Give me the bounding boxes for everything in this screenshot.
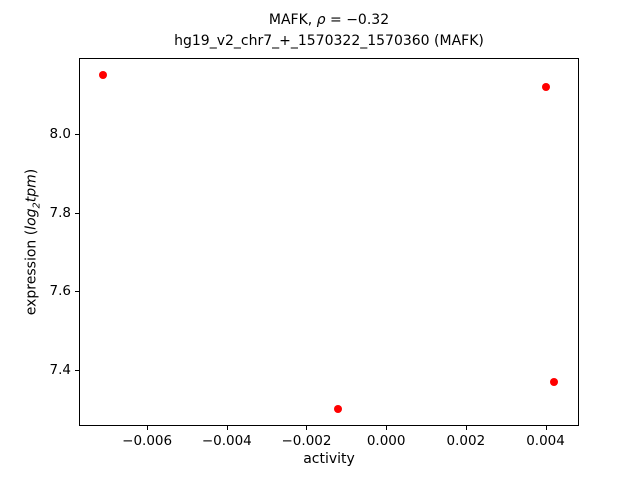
- chart-title-line2: hg19_v2_chr7_+_1570322_1570360 (MAFK): [174, 33, 484, 49]
- y-tick-label: 7.8: [49, 204, 71, 221]
- x-tick-mark: [545, 426, 547, 430]
- x-tick-mark: [465, 426, 467, 430]
- x-axis-label: activity: [303, 451, 355, 467]
- data-point: [334, 405, 343, 414]
- data-point: [99, 71, 108, 80]
- y-label-tpm: tpm: [23, 174, 40, 203]
- x-tick-label: 0.002: [446, 433, 486, 449]
- x-tick-mark: [226, 426, 228, 430]
- y-tick-mark: [75, 134, 79, 136]
- y-tick-mark: [75, 212, 79, 214]
- y-tick-label: 8.0: [49, 126, 71, 143]
- rho-symbol: ρ: [316, 12, 326, 28]
- y-label-prefix: expression (: [23, 229, 40, 316]
- y-tick-mark: [75, 291, 79, 293]
- x-tick-mark: [306, 426, 308, 430]
- y-axis-label: expression (log2tpm): [24, 169, 43, 316]
- data-point: [549, 377, 558, 386]
- y-tick-mark: [75, 369, 79, 371]
- title-correlation-value: = −0.32: [325, 12, 390, 28]
- x-tick-label: −0.002: [281, 433, 332, 449]
- data-point: [541, 83, 550, 92]
- axes-frame: [79, 58, 579, 426]
- chart-title-line1: MAFK, ρ = −0.32: [79, 10, 579, 31]
- y-label-log-base: 2: [31, 202, 43, 209]
- x-tick-label: 0.000: [366, 433, 406, 449]
- y-label-suffix: ): [23, 168, 40, 175]
- chart-title: MAFK, ρ = −0.32 hg19_v2_chr7_+_1570322_1…: [79, 10, 579, 52]
- x-tick-mark: [147, 426, 149, 430]
- y-label-log: log: [23, 208, 40, 230]
- x-tick-mark: [386, 426, 388, 430]
- x-tick-label: −0.004: [201, 433, 252, 449]
- plot-area: −0.006 −0.004 −0.002 0.000 0.002 0.004 7.4 7.6 7…: [50, 58, 579, 449]
- x-tick-label: 0.004: [526, 433, 565, 449]
- y-tick-label: 7.4: [49, 361, 71, 378]
- title-gene-text: MAFK,: [268, 12, 317, 28]
- y-tick-label: 7.6: [49, 283, 71, 300]
- x-tick-label: −0.006: [122, 433, 173, 449]
